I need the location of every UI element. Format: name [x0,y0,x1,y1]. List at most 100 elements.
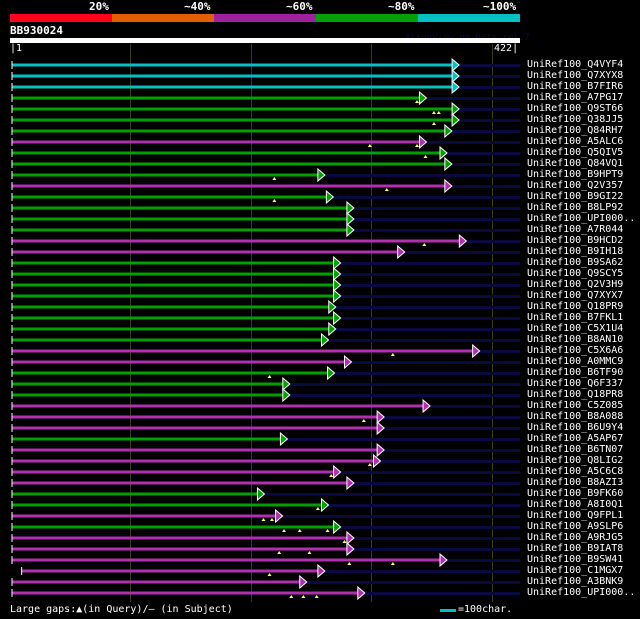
hit-label[interactable]: UniRef100_C5X1U4 [527,323,624,334]
hit-row[interactable] [11,508,520,524]
hit-label[interactable]: UniRef100_Q2V357 [527,180,624,191]
hit-label[interactable]: UniRef100_A9SLP6 [527,521,624,532]
hit-label[interactable]: UniRef100_A5ALC6 [527,136,624,147]
hit-row[interactable] [11,464,520,480]
hit-row[interactable] [11,255,520,271]
hit-label[interactable]: UniRef100_Q2V3H9 [527,279,624,290]
hit-row[interactable] [11,409,520,425]
hit-label[interactable]: UniRef100_Q8LIG2 [527,455,624,466]
hit-row[interactable] [11,497,520,513]
hit-label[interactable]: UniRef100_B8LP92 [527,202,624,213]
hit-label[interactable]: UniRef100_B9GI22 [527,191,624,202]
hit-label[interactable]: UniRef100_B6TN07 [527,444,624,455]
hit-label[interactable]: UniRef100_B7FKL1 [527,312,624,323]
hit-row[interactable] [11,68,520,84]
hit-label[interactable]: UniRef100_A7R044 [527,224,624,235]
hit-row[interactable] [11,541,520,557]
hit-row[interactable] [11,332,520,348]
hit-label[interactable]: UniRef100_Q84VQ1 [527,158,624,169]
hit-label[interactable]: UniRef100_Q7XYX7 [527,290,624,301]
hit-label[interactable]: UniRef100_B9FK60 [527,488,624,499]
hit-row[interactable] [11,420,520,436]
hit-row[interactable] [11,552,520,568]
hit-label[interactable]: UniRef100_B9IAT8 [527,543,624,554]
hit-row[interactable] [21,563,520,579]
hit-label[interactable]: UniRef100_A0MMC9 [527,356,624,367]
hit-label[interactable]: UniRef100_Q9SCY5 [527,268,624,279]
hit-label[interactable]: UniRef100_A5C6C8 [527,466,624,477]
hit-label[interactable]: UniRef100_B9SW41 [527,554,624,565]
hit-label[interactable]: UniRef100_A3BNK9 [527,576,624,587]
hit-row[interactable] [11,90,520,106]
hit-label[interactable]: UniRef100_Q18PR8 [527,389,624,400]
hit-label[interactable]: UniRef100_Q9ST66 [527,103,624,114]
hit-label[interactable]: UniRef100_C5X6A6 [527,345,624,356]
identity-segment [10,14,112,22]
hit-row[interactable] [11,354,520,370]
hit-row[interactable] [11,189,520,205]
hit-row[interactable] [11,123,520,139]
hit-row[interactable] [11,486,520,502]
hit-label[interactable]: UniRef100_UPI000.. [527,587,636,598]
hit-row[interactable] [11,343,520,359]
hit-row[interactable] [11,178,520,194]
hit-label[interactable]: UniRef100_Q5QIV5 [527,147,624,158]
hit-label[interactable]: UniRef100_C5Z085 [527,400,624,411]
hit-label[interactable]: UniRef100_UPI000.. [527,213,636,224]
hit-label[interactable]: UniRef100_B7FIR6 [527,81,624,92]
hit-row[interactable] [11,277,520,293]
hit-label[interactable]: UniRef100_B9SA62 [527,257,624,268]
hit-row[interactable] [11,233,520,249]
hit-label[interactable]: UniRef100_B8A088 [527,411,624,422]
hit-label[interactable]: UniRef100_B8AN10 [527,334,624,345]
hit-label[interactable]: UniRef100_B6TF90 [527,367,624,378]
hit-row[interactable] [11,112,520,128]
hit-row[interactable] [11,519,520,535]
hit-label[interactable]: UniRef100_Q4VYF4 [527,59,624,70]
hit-row[interactable] [11,398,520,414]
hit-label[interactable]: UniRef100_B8AZI3 [527,477,624,488]
hit-row[interactable] [11,167,520,183]
hit-row[interactable] [11,299,520,315]
hit-row[interactable] [11,101,520,117]
hit-row[interactable] [11,475,520,491]
hit-row[interactable] [11,310,520,326]
hit-label[interactable]: UniRef100_B9HPT9 [527,169,624,180]
hit-label[interactable]: UniRef100_Q18PR9 [527,301,624,312]
hit-row[interactable] [11,134,520,150]
hit-row[interactable] [11,574,520,590]
hit-row[interactable] [11,244,520,260]
hit-row[interactable] [11,211,520,227]
hit-row[interactable] [11,453,520,469]
hit-label[interactable]: UniRef100_Q7XYX8 [527,70,624,81]
hit-row[interactable] [11,266,520,282]
hit-label[interactable]: UniRef100_A8I0Q1 [527,499,624,510]
hit-row[interactable] [11,156,520,172]
hit-row[interactable] [11,431,520,447]
hit-label[interactable]: UniRef100_A5AP67 [527,433,624,444]
hit-label[interactable]: UniRef100_Q84RH7 [527,125,624,136]
hit-label[interactable]: UniRef100_B6U9Y4 [527,422,624,433]
hit-row[interactable] [11,442,520,458]
hit-label[interactable]: UniRef100_B9HCD2 [527,235,624,246]
hit-row[interactable] [11,222,520,238]
hit-row[interactable] [11,365,520,381]
hit-label[interactable]: UniRef100_B9IH18 [527,246,624,257]
hit-row[interactable] [11,79,520,95]
hit-bar [12,536,347,540]
hit-row[interactable] [11,530,520,546]
hit-label[interactable]: UniRef100_C1MGX7 [527,565,624,576]
hit-row[interactable] [11,387,520,403]
hit-row[interactable] [11,376,520,392]
hit-label[interactable]: UniRef100_Q38JJ5 [527,114,624,125]
hit-label[interactable]: UniRef100_Q6F337 [527,378,624,389]
hit-row[interactable] [11,585,520,601]
hit-row[interactable] [11,57,520,73]
hit-row[interactable] [11,288,520,304]
hit-label[interactable]: UniRef100_Q9FPL1 [527,510,624,521]
hit-row[interactable] [11,145,520,161]
hit-row[interactable] [11,200,520,216]
hit-label[interactable]: UniRef100_A9RJG5 [527,532,624,543]
hit-row[interactable] [11,321,520,337]
hit-label[interactable]: UniRef100_A7PG17 [527,92,624,103]
